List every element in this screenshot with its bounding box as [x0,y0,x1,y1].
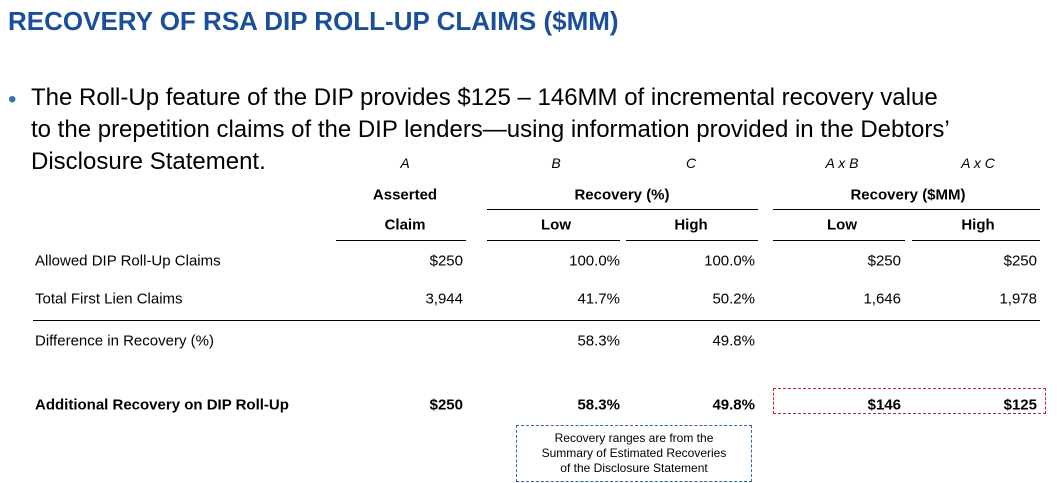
slide-title: RECOVERY OF RSA DIP ROLL-UP CLAIMS ($MM) [8,6,619,36]
row-label: Allowed DIP Roll-Up Claims [35,252,221,270]
column-header: High [961,216,995,234]
table-cell: 1,978 [999,290,1037,308]
row-label: Total First Lien Claims [35,290,183,308]
table-cell: 100.0% [704,252,755,270]
group-header: Recovery ($MM) [850,186,966,204]
note-line: Summary of Estimated Recoveries [541,446,727,460]
note-line: of the Disclosure Statement [560,461,708,475]
bullet-line: Disclosure Statement. [31,148,266,175]
table-cell: 49.8% [712,332,755,350]
row-label: Difference in Recovery (%) [35,332,214,350]
bullet-marker: • [8,86,17,113]
column-letter: A [400,155,410,171]
rule [336,240,466,241]
column-header: Claim [384,216,426,234]
column-letter: B [551,155,561,171]
table-cell: 100.0% [569,252,620,270]
column-letter: A x B [825,155,859,171]
rule [626,240,758,241]
rule [487,209,758,210]
rule [487,240,620,241]
table-cell: $146 [867,396,901,414]
highlight-box [773,388,1046,414]
table-cell: 58.3% [577,332,620,350]
bullet-line: The Roll-Up feature of the DIP provides … [31,84,938,111]
note-box [516,425,752,482]
group-header: Asserted [372,186,438,204]
table-cell: 49.8% [712,396,755,414]
table-cell: 58.3% [577,396,620,414]
table-cell: $125 [1003,396,1037,414]
table-cell: 3,944 [425,290,463,308]
table-cell: 41.7% [577,290,620,308]
bullet-line: to the prepetition claims of the DIP len… [31,116,950,143]
column-header: Low [827,216,857,234]
rule [912,240,1040,241]
rule [773,240,905,241]
group-header: Recovery (%) [574,186,670,204]
table-cell: $250 [429,396,463,414]
note-line: Recovery ranges are from the [554,431,714,445]
table-cell: $250 [1003,252,1037,270]
table-cell: $250 [867,252,901,270]
row-label: Additional Recovery on DIP Roll-Up [35,396,289,414]
table-cell: 50.2% [712,290,755,308]
column-letter: A x C [961,155,995,171]
column-header: High [674,216,708,234]
rule [773,209,1040,210]
column-letter: C [685,155,697,171]
table-cell: $250 [429,252,463,270]
column-header: Low [541,216,571,234]
rule [33,320,1040,321]
table-cell: 1,646 [863,290,901,308]
